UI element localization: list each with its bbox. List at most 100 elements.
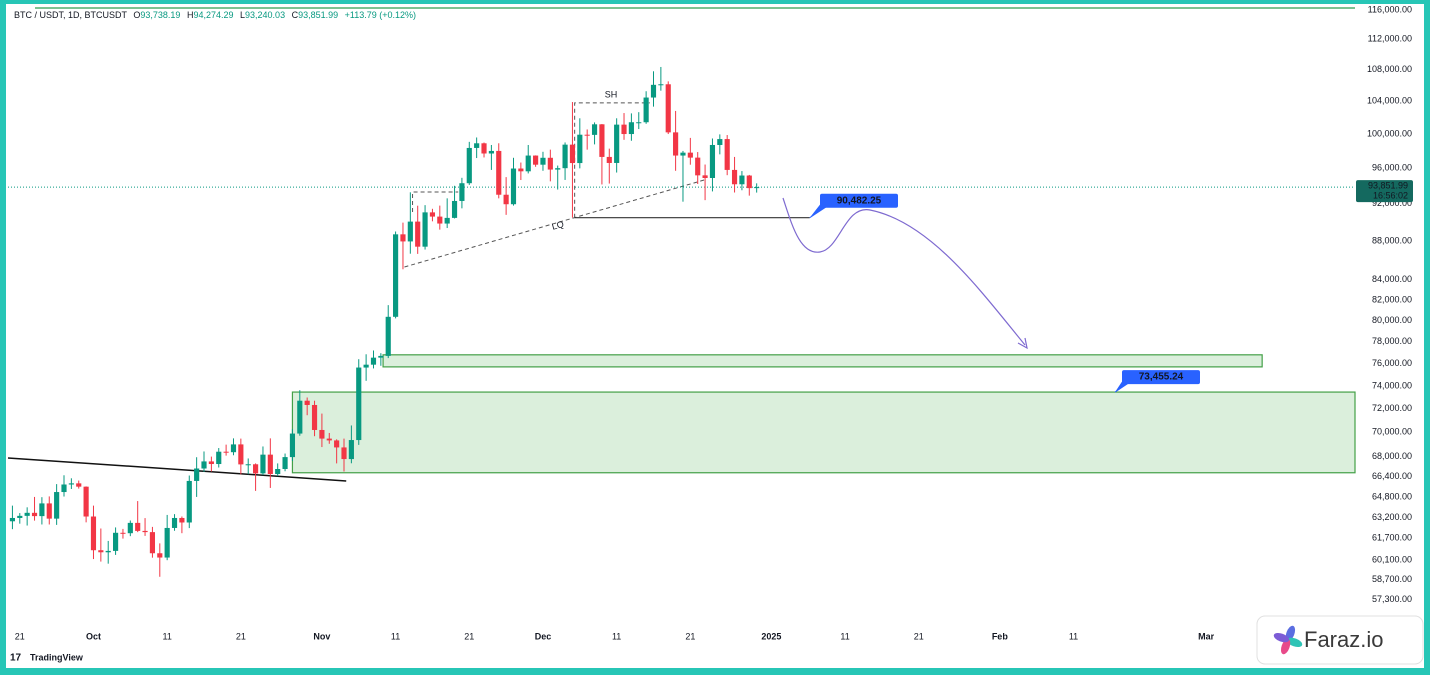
candle-body (547, 157, 553, 170)
last-price-label: 93,851.99 (1368, 180, 1408, 190)
candle-body (555, 168, 561, 170)
candle-body (142, 530, 148, 533)
candle-body (348, 440, 354, 460)
x-tick-label: 21 (236, 631, 246, 641)
y-tick-label: 84,000.00 (1372, 274, 1412, 284)
candle-body (326, 438, 332, 441)
zone (291, 391, 1356, 474)
y-tick-label: 116,000.00 (1368, 4, 1412, 14)
header: BTC / USDT, 1D, BTCUSDT O93,738.19 H94,2… (14, 10, 416, 20)
candle-body (591, 124, 598, 135)
y-tick-label: 57,300.00 (1372, 594, 1412, 604)
candle-body (385, 316, 391, 356)
change: +113.79 (+0.12%) (345, 10, 416, 20)
candle-body (422, 212, 428, 247)
chart-area (6, 4, 1424, 668)
x-tick-label: 11 (1069, 631, 1078, 641)
y-tick-label: 74,000.00 (1372, 380, 1412, 390)
candle-body (459, 183, 465, 201)
plot: 116,000.00 112,000.00 108,000.00 104,000.00… (7, 4, 1413, 641)
candle-body (717, 139, 723, 145)
y-tick-label: 60,100.00 (1372, 554, 1412, 564)
candle-body (378, 355, 384, 358)
candle-body (451, 200, 458, 218)
candle-body (311, 404, 318, 430)
trend-line (574, 102, 650, 218)
candle-body (61, 484, 67, 493)
ohlc-key: L (240, 10, 245, 20)
x-tick-label: Nov (313, 631, 330, 641)
y-tick-label: 112,000.00 (1368, 34, 1412, 44)
callout-box (820, 193, 898, 208)
x-tick-label: 21 (914, 631, 924, 641)
candle-body (525, 155, 531, 172)
candle-body (481, 143, 487, 154)
ohlc-value: 93,851.99 (298, 10, 338, 20)
x-tick-label: 2025 (761, 631, 781, 641)
candle-body (746, 175, 752, 189)
candle-body (9, 517, 16, 522)
x-tick-label: 11 (612, 631, 621, 641)
y-tick-label: 76,000.00 (1372, 358, 1412, 368)
y-tick-label: 58,700.00 (1372, 574, 1412, 584)
candle-body (76, 483, 82, 487)
candle-body (466, 147, 472, 184)
x-tick-label: 21 (464, 631, 474, 641)
candle-body (24, 512, 30, 516)
y-tick-label: 82,000.00 (1372, 294, 1412, 304)
candle-body (363, 364, 369, 368)
candle-body (304, 400, 310, 405)
ohlc-key: C (292, 10, 299, 20)
ohlc-value: 94,274.29 (193, 10, 233, 20)
candle-body (223, 451, 229, 453)
y-tick-label: 61,700.00 (1372, 532, 1412, 542)
watermark-box (1256, 615, 1424, 665)
y-tick-label: 70,000.00 (1372, 427, 1412, 437)
candle-body (208, 461, 214, 465)
projection-arrow (782, 197, 1026, 346)
y-tick-label: 92,000.00 (1372, 198, 1412, 208)
candle-body (518, 168, 524, 172)
candle-body (54, 492, 60, 519)
candle-body (105, 550, 111, 553)
candle-body (260, 454, 266, 474)
y-tick-label: 88,000.00 (1372, 235, 1412, 245)
candle-body (739, 175, 745, 185)
candle-body (201, 461, 207, 469)
candle-body (437, 216, 443, 224)
candle-body (636, 122, 642, 124)
candle-body (90, 516, 97, 551)
y-tick-label: 108,000.00 (1367, 64, 1412, 74)
y-tick-label: 72,000.00 (1372, 403, 1412, 413)
candle-body (186, 480, 192, 523)
candle-body (643, 97, 649, 123)
candle-body (334, 440, 340, 448)
candle-body (46, 503, 52, 519)
candle-body (614, 124, 620, 163)
candle-body (702, 175, 708, 178)
arrow-head (1017, 337, 1028, 350)
y-tick-label: 80,000.00 (1372, 315, 1412, 325)
candle-body (754, 187, 760, 189)
candle-body (584, 134, 590, 136)
candle-body (83, 486, 89, 517)
y-tick-label: 104,000.00 (1367, 96, 1412, 106)
candle-body (400, 234, 406, 242)
watermark-icon (1273, 625, 1303, 655)
x-tick-label: 11 (840, 631, 849, 641)
source-logo: TradingView (30, 652, 84, 662)
candle-body (370, 357, 377, 365)
candle-body (569, 144, 576, 164)
candle-body (31, 512, 38, 517)
trend-line (412, 191, 459, 212)
candle-body (407, 221, 413, 242)
candle-body (39, 503, 45, 517)
candle-body (238, 444, 244, 465)
candle-body (510, 168, 517, 205)
candle-body (474, 143, 480, 148)
candle-body (658, 84, 664, 86)
candle-body (98, 550, 104, 553)
candle-body (695, 157, 701, 176)
ohlc-key: O (133, 10, 140, 20)
